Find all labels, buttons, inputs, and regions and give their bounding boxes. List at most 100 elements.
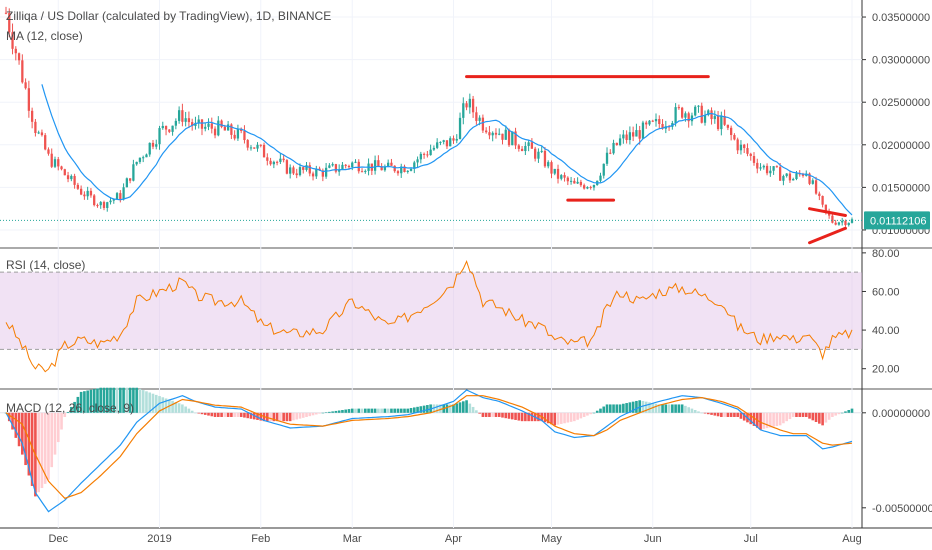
candle-body: [194, 122, 197, 127]
candle-body: [547, 162, 550, 167]
candle-body: [622, 134, 625, 139]
macd-histogram-bar: [840, 412, 844, 414]
macd-histogram-bar: [478, 412, 481, 414]
macd-histogram-bar: [298, 412, 302, 419]
candle-body: [14, 48, 17, 54]
macd-histogram-bar: [733, 412, 736, 417]
macd-histogram-bar: [151, 393, 155, 413]
candle-body: [485, 130, 488, 133]
candle-body: [844, 220, 847, 226]
macd-histogram-bar: [671, 404, 674, 413]
macd-histogram-bar: [37, 412, 40, 493]
candle-body: [96, 205, 99, 207]
candle-body: [341, 164, 344, 170]
macd-histogram-bar: [256, 412, 259, 420]
macd-histogram-bar: [599, 408, 602, 413]
macd-histogram-bar: [471, 406, 475, 413]
price-axis-label: 0.01500000: [872, 182, 930, 194]
macd-histogram-bar: [174, 402, 178, 413]
last-price-tag: [864, 211, 930, 230]
candle-body: [560, 175, 563, 179]
macd-histogram-bar: [11, 412, 14, 430]
macd-histogram-bar: [112, 387, 116, 413]
macd-histogram-bar: [203, 412, 207, 415]
macd-histogram-bar: [128, 387, 132, 413]
candle-body: [158, 128, 161, 145]
macd-histogram-bar: [765, 412, 769, 429]
macd-histogram-bar: [40, 412, 44, 489]
macd-indicator-label[interactable]: MACD (12, 26, close, 9): [6, 401, 135, 415]
macd-histogram-bar: [125, 387, 129, 413]
macd-histogram-bar: [24, 412, 27, 466]
candle-body: [720, 116, 723, 130]
candle-body: [279, 158, 282, 162]
macd-histogram-bar: [190, 410, 194, 413]
candle-body: [171, 125, 174, 132]
candle-body: [618, 138, 622, 146]
candle-body: [818, 193, 821, 196]
macd-histogram-bar: [301, 412, 305, 418]
macd-histogram-bar: [285, 412, 289, 422]
candle-body: [344, 164, 347, 166]
macd-histogram-bar: [119, 387, 122, 413]
candle-body: [752, 156, 756, 163]
candle-body: [426, 154, 429, 156]
macd-histogram-bar: [70, 406, 73, 413]
candle-body: [11, 32, 14, 49]
macd-histogram-bar: [187, 408, 191, 413]
candle-body: [436, 142, 439, 148]
macd-histogram-bar: [181, 404, 184, 413]
macd-histogram-bar: [79, 391, 83, 413]
macd-histogram-bar: [416, 406, 419, 413]
candle-body: [400, 166, 403, 174]
candle-body: [690, 115, 694, 122]
candle-body: [765, 165, 769, 174]
candle-body: [184, 118, 187, 122]
annotation-wedge-lower: [808, 226, 847, 245]
macd-histogram-bar: [145, 391, 148, 413]
candle-body: [609, 152, 612, 154]
macd-histogram-bar: [292, 412, 295, 421]
rsi-indicator-label[interactable]: RSI (14, close): [6, 258, 86, 272]
annotation-wedge-upper: [808, 207, 847, 217]
ma-indicator-label[interactable]: MA (12, close): [6, 29, 83, 43]
macd-histogram-bar: [347, 409, 351, 413]
macd-histogram-bar: [220, 412, 223, 417]
candle-body: [191, 122, 194, 127]
candle-body: [501, 133, 504, 140]
macd-histogram-bar: [566, 412, 570, 423]
macd-histogram-bar: [138, 388, 142, 413]
candle-body: [831, 215, 834, 223]
candle-body: [200, 119, 204, 129]
macd-histogram-bar: [501, 412, 504, 418]
candle-body: [573, 180, 576, 184]
candle-body: [494, 132, 498, 135]
candle-body: [47, 149, 50, 154]
macd-histogram-bar: [808, 412, 811, 419]
candle-body: [223, 126, 226, 131]
time-axis-label: Aug: [842, 533, 862, 545]
macd-histogram-bar: [109, 387, 112, 413]
macd-histogram-bar: [837, 412, 841, 415]
rsi-band: [0, 272, 862, 350]
candle-body: [759, 167, 762, 169]
macd-histogram-bar: [631, 401, 635, 413]
macd-histogram-bar: [367, 408, 370, 413]
macd-histogram-bar: [475, 410, 478, 413]
time-axis-label: May: [541, 533, 562, 545]
macd-histogram-bar: [272, 412, 276, 422]
macd-histogram-bar: [403, 408, 406, 413]
candle-body: [233, 134, 236, 139]
price-axis-label: 0.03500000: [872, 12, 930, 24]
candle-body: [246, 140, 249, 148]
candle-body: [377, 160, 380, 167]
macd-histogram-bar: [458, 402, 462, 413]
candle-body: [128, 178, 132, 181]
candle-body: [762, 165, 765, 168]
macd-histogram-bar: [527, 412, 530, 422]
macd-histogram-bar: [769, 412, 772, 428]
candle-body: [102, 202, 106, 208]
macd-histogram-bar: [350, 408, 354, 413]
candle-body: [390, 162, 393, 166]
